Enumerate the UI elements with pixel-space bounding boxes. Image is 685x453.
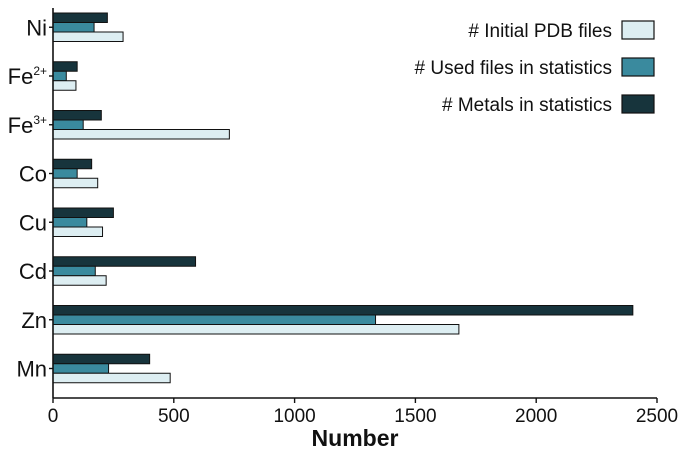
x-tick-label: 1500 [394,406,436,427]
bar-fe-2plus-series-1 [52,70,67,82]
legend-label: # Used files in statistics [415,58,612,79]
category-label: Cu [19,210,47,235]
category-label: Zn [21,308,47,333]
bar-zn-series-0 [52,324,460,335]
bar-fe-3plus-series-1 [52,119,84,130]
category-label: Fe2+ [8,64,47,89]
bar-ni-series-0 [52,31,124,42]
bar-zn-series-2 [52,305,634,316]
bar-cd-series-0 [52,275,107,286]
category-label: Ni [26,15,47,40]
bar-cu-series-1 [52,217,88,228]
bar-fe-3plus-series-2 [52,110,102,121]
category-label: Fe3+ [8,113,47,138]
bar-ni-series-1 [52,22,95,33]
bar-ni-series-2 [52,12,108,23]
category-label: Mn [16,357,47,382]
x-tick-label: 2500 [636,406,678,427]
category-label: Co [19,162,47,187]
bar-mn-series-1 [52,363,110,374]
x-ticks-group: 0 500 1000 1500 2000 2500 [48,398,678,427]
bar-fe-2plus-series-0 [52,80,77,91]
bar-co-series-2 [52,158,93,170]
category-labels-group: Ni Fe2+ Fe3+ Co Cu Cd Zn Mn [8,15,53,382]
x-axis-title: Number [312,425,399,451]
x-tick-label: 1000 [273,406,315,427]
legend-swatch [621,94,655,114]
x-tick-label: 2000 [515,406,557,427]
bar-cd-series-2 [52,256,197,267]
bar-cu-series-2 [52,207,114,218]
bar-co-series-0 [52,177,99,189]
x-tick-label: 500 [158,406,190,427]
x-tick-label: 0 [48,406,59,427]
bar-zn-series-1 [52,314,377,325]
legend-label: # Metals in statistics [442,95,612,116]
legend: # Initial PDB files # Used files in stati… [415,20,655,116]
category-label: Cd [19,259,47,284]
legend-swatch [621,20,655,40]
bar-fe-2plus-series-2 [52,61,78,72]
bar-cd-series-1 [52,265,96,277]
bar-co-series-1 [52,168,78,179]
legend-label: # Initial PDB files [468,21,612,42]
bar-mn-series-2 [52,353,151,365]
bar-mn-series-0 [52,372,171,384]
axes-group [52,8,657,399]
bar-fe-3plus-series-0 [52,129,230,140]
legend-swatch [621,57,655,77]
bar-cu-series-0 [52,226,104,237]
